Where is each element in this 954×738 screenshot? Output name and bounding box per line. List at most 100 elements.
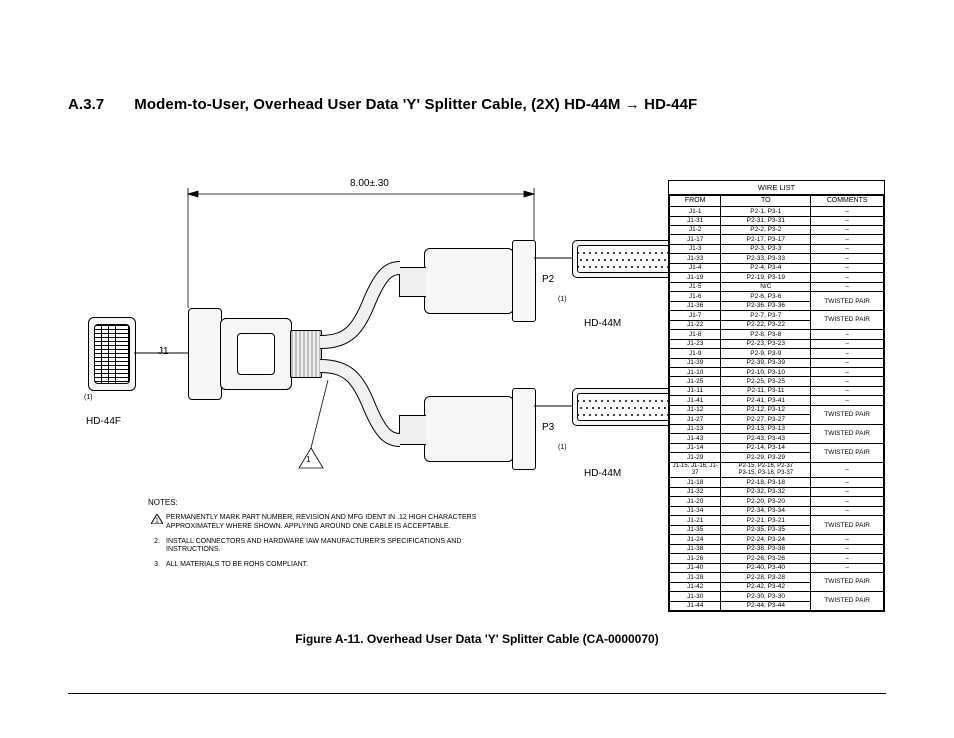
table-row: J1-10P2-10, P3-10– [670, 368, 884, 377]
wl-from: J1-41 [670, 396, 721, 405]
note-number: 2. [148, 538, 166, 556]
wl-to: P2-11, P3-11 [721, 386, 811, 395]
wl-from: J1-38 [670, 544, 721, 553]
table-row: J1-14P2-14, P3-14TWISTED PAIR [670, 443, 884, 452]
label-hd44m-lower: HD-44M [584, 468, 621, 479]
wl-from: J1-18 [670, 478, 721, 487]
wl-from: J1-9 [670, 349, 721, 358]
wl-from: J1-2 [670, 225, 721, 234]
wl-from: J1-32 [670, 487, 721, 496]
wl-comment: – [811, 497, 884, 506]
wl-from: J1-23 [670, 339, 721, 348]
wl-from: J1-14 [670, 443, 721, 452]
wl-from: J1-12 [670, 405, 721, 414]
wl-comment: – [811, 339, 884, 348]
wl-comment: – [811, 349, 884, 358]
wire-list-title: WIRE LIST [669, 181, 884, 195]
wl-from: J1-5 [670, 282, 721, 291]
note-callout-1: 1 [306, 455, 310, 464]
wl-comment: – [811, 487, 884, 496]
wl-to: P2-19, P3-19 [721, 273, 811, 282]
table-row: J1-28P2-28, P3-28TWISTED PAIR [670, 573, 884, 582]
table-row: J1-32P2-32, P3-32– [670, 487, 884, 496]
table-row: J1-21P2-21, P3-21TWISTED PAIR [670, 516, 884, 525]
wl-from: J1-35 [670, 525, 721, 534]
wl-comment: – [811, 244, 884, 253]
wl-comment: – [811, 554, 884, 563]
wl-from: J1-20 [670, 497, 721, 506]
wl-comment: TWISTED PAIR [811, 573, 884, 592]
table-row: J1-24P2-24, P3-24– [670, 535, 884, 544]
wl-to: P2-17, P3-17 [721, 235, 811, 244]
wl-comment: – [811, 216, 884, 225]
dimension-label: 8.00±.30 [350, 178, 389, 189]
wl-to: P2-4, P3-4 [721, 263, 811, 272]
label-paren1-c: (1) [558, 444, 567, 451]
label-p3: P3 [542, 422, 554, 433]
wl-from: J1-30 [670, 592, 721, 601]
wl-to: P2-3, P3-3 [721, 244, 811, 253]
wl-comment: TWISTED PAIR [811, 424, 884, 443]
table-row: J1-23P2-23, P3-23– [670, 339, 884, 348]
wl-from: J1-17 [670, 235, 721, 244]
wl-comment: – [811, 235, 884, 244]
wl-to: P2-32, P3-32 [721, 487, 811, 496]
wl-to: P2-20, P3-20 [721, 497, 811, 506]
wl-to: P2-40, P3-40 [721, 563, 811, 572]
wl-comment: TWISTED PAIR [811, 311, 884, 330]
note-number: 3. [148, 561, 166, 570]
label-paren1-b: (1) [558, 296, 567, 303]
wl-comment: – [811, 282, 884, 291]
wl-comment: – [811, 368, 884, 377]
wl-to: P2-8, P3-8 [721, 330, 811, 339]
wl-from: J1-11 [670, 386, 721, 395]
note-text: ALL MATERIALS TO BE ROHS COMPLIANT. [166, 561, 308, 570]
table-row: J1-9P2-9, P3-9– [670, 349, 884, 358]
wl-to: P2-23, P3-23 [721, 339, 811, 348]
wl-to: P2-34, P3-34 [721, 506, 811, 515]
wl-to: P2-44, P3-44 [721, 601, 811, 610]
wl-to: P2-42, P3-42 [721, 582, 811, 591]
wl-to: P2-33, P3-33 [721, 254, 811, 263]
wl-comment: – [811, 506, 884, 515]
wl-from: J1-29 [670, 453, 721, 462]
label-hd44m-upper: HD-44M [584, 318, 621, 329]
wl-comment: – [811, 544, 884, 553]
wl-col-from: FROM [670, 196, 721, 207]
wl-to: P2-12, P3-12 [721, 405, 811, 414]
wl-comment: TWISTED PAIR [811, 592, 884, 611]
wl-to: P2-9, P3-9 [721, 349, 811, 358]
wl-from: J1-28 [670, 573, 721, 582]
wl-comment: – [811, 563, 884, 572]
wl-from: J1-26 [670, 554, 721, 563]
table-row: J1-20P2-20, P3-20– [670, 497, 884, 506]
wl-to: P2-43, P3-43 [721, 434, 811, 443]
wl-to: P2-1, P3-1 [721, 207, 811, 216]
wl-from: J1-39 [670, 358, 721, 367]
wl-from: J1-42 [670, 582, 721, 591]
table-row: J1-11P2-11, P3-11– [670, 386, 884, 395]
note-row: 2.INSTALL CONNECTORS AND HARDWARE IAW MA… [148, 538, 478, 556]
wl-to: P2-10, P3-10 [721, 368, 811, 377]
table-row: J1-17P2-17, P3-17– [670, 235, 884, 244]
wl-from: J1-40 [670, 563, 721, 572]
table-row: J1-19P2-19, P3-19– [670, 273, 884, 282]
wl-from: J1-21 [670, 516, 721, 525]
wl-to: P2-7, P3-7 [721, 311, 811, 320]
table-row: J1-33P2-33, P3-33– [670, 254, 884, 263]
wl-to: P2-26, P3-26 [721, 554, 811, 563]
wl-from: J1-31 [670, 216, 721, 225]
note-number: 1 [148, 514, 166, 532]
wl-comment: – [811, 207, 884, 216]
table-row: J1-5N/C– [670, 282, 884, 291]
notes-title: NOTES: [148, 498, 478, 508]
wl-from: J1-4 [670, 263, 721, 272]
wire-list-table: WIRE LIST FROM TO COMMENTS J1-1P2-1, P3-… [668, 180, 885, 612]
label-hd44f: HD-44F [86, 416, 121, 427]
wl-col-comments: COMMENTS [811, 196, 884, 207]
table-row: J1-4P2-4, P3-4– [670, 263, 884, 272]
table-row: J1-34P2-34, P3-34– [670, 506, 884, 515]
wl-from: J1-33 [670, 254, 721, 263]
table-row: J1-40P2-40, P3-40– [670, 563, 884, 572]
wl-from: J1-7 [670, 311, 721, 320]
